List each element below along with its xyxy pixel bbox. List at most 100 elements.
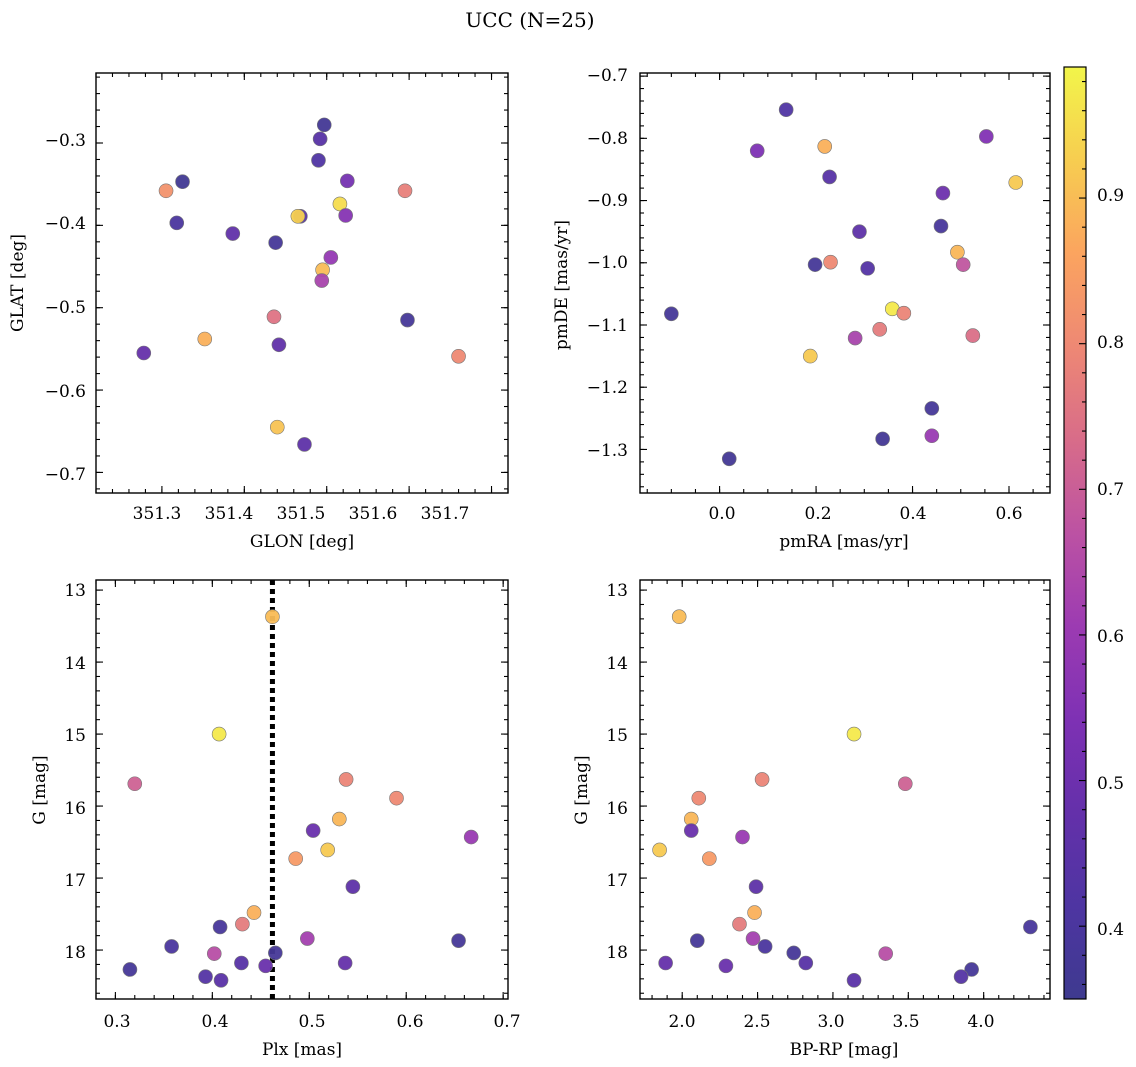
- figure-title: UCC (N=25): [465, 8, 594, 32]
- panel-bprp-g: BP-RP [mag] G [mag] 2.0 2.5 3.0 3.5 4.0 …: [572, 581, 995, 1060]
- x-tick-label: 351.4: [205, 504, 254, 524]
- x-tick-label: 351.7: [421, 504, 470, 524]
- colorbar-tick-label: 0.5: [1097, 774, 1124, 794]
- data-point: [234, 955, 249, 971]
- panel-glon-glat: GLON [deg] GLAT [deg] 351.3 351.4 351.5 …: [8, 131, 469, 552]
- x-axis-label: Plx [mas]: [262, 1040, 342, 1060]
- y-tick-label: 17: [606, 871, 628, 891]
- data-point: [269, 419, 285, 435]
- plot-frame: [639, 579, 1051, 1000]
- data-point: [924, 401, 940, 416]
- data-point: [297, 437, 312, 452]
- data-point: [671, 609, 687, 625]
- colorbar: 0.4 0.5 0.6 0.7 0.8 0.9: [1063, 66, 1124, 1000]
- data-point: [817, 139, 833, 154]
- data-point: [1023, 919, 1038, 935]
- data-point: [807, 257, 823, 272]
- y-tick-label: −1.1: [587, 316, 628, 336]
- colorbar-tick-label: 0.8: [1097, 333, 1124, 353]
- x-axis-label: pmRA [mas/yr]: [779, 532, 908, 552]
- x-tick-label: 0.0: [708, 504, 735, 524]
- y-tick-label: −0.4: [45, 214, 86, 234]
- data-point: [258, 958, 273, 974]
- data-point: [852, 224, 867, 239]
- data-point: [265, 609, 280, 625]
- y-tick-label: 15: [64, 726, 86, 746]
- tick-labels-glon-glat: 351.3 351.4 351.5 351.6 351.7 −0.3 −0.4 …: [45, 131, 470, 524]
- data-point: [754, 772, 770, 787]
- tick-labels-plx-g: 0.3 0.4 0.5 0.6 0.7 13 14 15 16 17 18: [64, 581, 520, 1032]
- y-tick-label: −1.2: [587, 378, 628, 398]
- data-point: [691, 790, 707, 806]
- tick-labels-pmra-pmde: 0.0 0.2 0.4 0.6 −0.7 −0.8 −0.9 −1.0 −1.1…: [587, 66, 1023, 524]
- data-point: [198, 969, 213, 984]
- y-axis-label: G [mag]: [572, 755, 592, 824]
- colorbar-tick-label: 0.9: [1097, 186, 1124, 206]
- data-point: [950, 244, 965, 260]
- x-tick-label: 2.0: [668, 1012, 695, 1032]
- data-point: [979, 129, 994, 144]
- data-point: [652, 842, 667, 858]
- colorbar-ticks: 0.4 0.5 0.6 0.7 0.8 0.9: [1097, 186, 1124, 940]
- data-point: [271, 337, 287, 353]
- y-tick-label: 13: [64, 581, 86, 601]
- colorbar-tick-label: 0.4: [1097, 920, 1124, 940]
- data-point: [246, 905, 262, 920]
- data-point: [127, 776, 143, 792]
- x-tick-label: 0.6: [995, 504, 1022, 524]
- data-point: [757, 939, 773, 954]
- data-point: [225, 226, 241, 241]
- data-point: [748, 879, 764, 894]
- x-tick-label: 3.5: [892, 1012, 919, 1032]
- colorbar-gradient: [1063, 66, 1087, 1000]
- data-point: [400, 312, 415, 328]
- data-point: [875, 431, 890, 447]
- data-point: [212, 919, 228, 935]
- scatter-points: [664, 102, 1024, 467]
- data-point: [747, 905, 762, 920]
- y-tick-label: 16: [606, 799, 628, 819]
- data-point: [345, 879, 361, 894]
- x-tick-label: 0.3: [103, 1012, 130, 1032]
- x-tick-label: 0.6: [396, 1012, 423, 1032]
- data-point: [823, 254, 838, 270]
- data-point: [924, 428, 940, 444]
- y-tick-label: 13: [606, 581, 628, 601]
- y-tick-label: −0.6: [45, 382, 86, 402]
- data-point: [933, 218, 949, 234]
- data-point: [702, 851, 717, 866]
- plot-frame: [639, 72, 1051, 494]
- data-point: [802, 348, 818, 364]
- data-point: [312, 131, 328, 147]
- data-point: [211, 726, 227, 742]
- plot-pmra-pmde: [639, 72, 1051, 494]
- panel-pmra-pmde: pmRA [mas/yr] pmDE [mas/yr] 0.0 0.2 0.4 …: [552, 66, 1023, 552]
- data-point: [320, 842, 335, 858]
- data-point: [340, 173, 355, 189]
- data-point: [786, 945, 802, 961]
- data-point: [332, 811, 347, 827]
- data-point: [213, 972, 229, 988]
- data-point: [847, 330, 863, 346]
- data-point: [169, 215, 185, 231]
- plot-frame: [95, 72, 509, 494]
- data-point: [136, 345, 152, 361]
- data-point: [718, 958, 734, 974]
- data-point: [332, 196, 348, 212]
- x-tick-label: 0.7: [493, 1012, 520, 1032]
- y-tick-label: −0.9: [587, 191, 628, 211]
- x-tick-label: 0.4: [201, 1012, 228, 1032]
- colorbar-tick-label: 0.6: [1097, 627, 1124, 647]
- y-tick-label: −1.0: [587, 253, 628, 273]
- y-tick-label: −0.5: [45, 298, 86, 318]
- data-point: [305, 823, 321, 838]
- data-point: [197, 331, 213, 347]
- data-point: [235, 916, 250, 932]
- plot-plx-g: [95, 579, 509, 1000]
- data-point: [860, 261, 875, 276]
- data-point: [664, 306, 679, 322]
- data-point: [158, 183, 174, 199]
- data-point: [164, 939, 179, 954]
- y-tick-label: 16: [64, 799, 86, 819]
- x-tick-label: 351.5: [277, 504, 326, 524]
